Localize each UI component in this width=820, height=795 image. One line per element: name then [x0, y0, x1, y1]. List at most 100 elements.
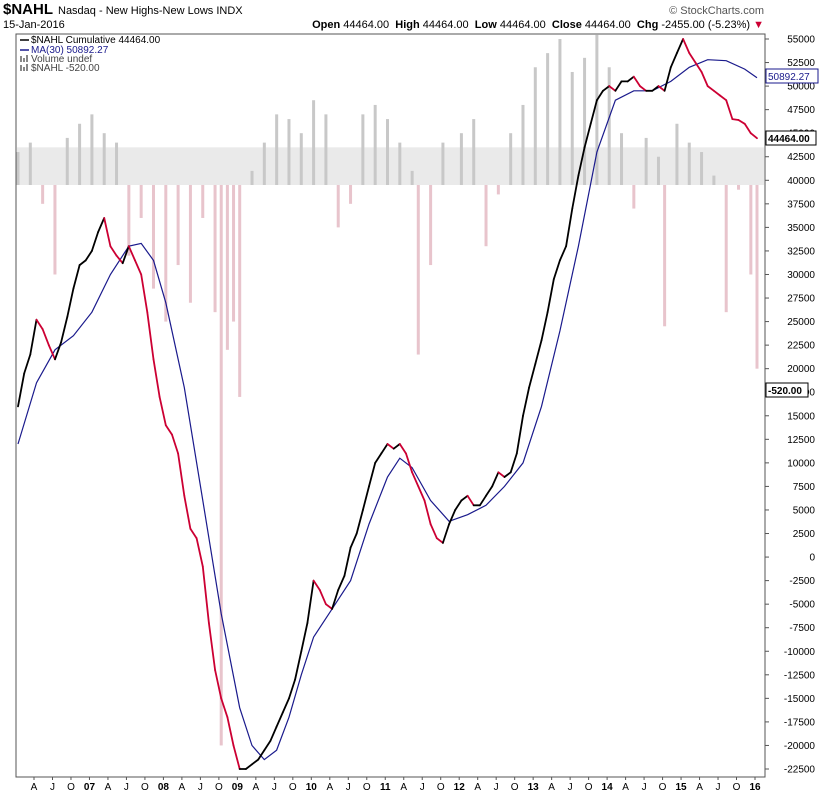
- cumulative-line-segment: [171, 433, 180, 455]
- cumulative-line-segment: [361, 485, 370, 511]
- y-tick-label: 42500: [787, 152, 815, 163]
- cumulative-line-segment: [140, 273, 149, 314]
- plot-frame: [15, 33, 766, 778]
- cumulative-line-segment: [257, 749, 266, 761]
- x-tick-label: 07: [84, 782, 96, 793]
- cumulative-line-segment: [528, 363, 537, 389]
- nahl-bar: [238, 185, 242, 397]
- cumulative-line-segment: [380, 443, 389, 455]
- nahl-bar: [336, 185, 340, 228]
- y-tick-label: 50000: [787, 82, 815, 93]
- cumulative-line-segment: [306, 579, 315, 624]
- y-tick-label: 15000: [787, 411, 815, 422]
- nahl-bar: [262, 142, 266, 185]
- nahl-bar: [570, 71, 574, 185]
- cumulative-line-segment: [503, 471, 512, 478]
- y-tick-label: 35000: [787, 223, 815, 234]
- cumulative-line-segment: [127, 245, 136, 262]
- cumulative-line-segment: [152, 358, 161, 398]
- cumulative-line-segment: [669, 52, 678, 69]
- nahl-bar: [724, 185, 728, 313]
- cumulative-line-segment: [737, 119, 746, 125]
- cumulative-line-segment: [146, 311, 155, 361]
- cumulative-line-segment: [269, 725, 278, 742]
- ma-value-tag: 50892.27: [765, 68, 819, 84]
- cumulative-line-segment: [423, 499, 432, 525]
- y-tick-label: 47500: [787, 105, 815, 116]
- cumulative-line-segment: [392, 443, 401, 450]
- x-tick-label: A: [326, 782, 333, 793]
- cumulative-line-segment: [713, 89, 721, 97]
- nahl-bars: [16, 34, 764, 746]
- nahl-bar: [533, 67, 537, 185]
- cumulative-line-segment: [226, 716, 235, 747]
- nahl-bar: [287, 119, 291, 185]
- nahl-bar: [188, 185, 192, 303]
- open-label: Open: [312, 19, 341, 31]
- cumulative-line-segment: [731, 118, 740, 121]
- cumulative-line-segment: [134, 259, 143, 276]
- close-value: 44464.00: [584, 19, 631, 31]
- cumulative-line-segment: [84, 249, 93, 262]
- y-tick-label: 10000: [787, 458, 815, 469]
- x-tick-label: 13: [528, 782, 540, 793]
- chart-header: $NAHL Nasdaq - New Highs-New Lows INDX 1…: [0, 0, 820, 34]
- nahl-bar: [102, 133, 106, 185]
- y-tick-label: 22500: [787, 341, 815, 352]
- x-tick-label: J: [494, 782, 499, 793]
- x-tick-label: A: [400, 782, 407, 793]
- nahl-bar: [312, 100, 316, 185]
- cumulative-line-segment: [485, 485, 494, 497]
- cumulative-line-segment: [300, 622, 309, 653]
- cumulative-line-segment: [534, 339, 543, 365]
- nahl-tag-text: -520.00: [768, 386, 802, 397]
- nahl-bar: [595, 34, 599, 186]
- cumulative-line-segment: [608, 85, 617, 92]
- y-tick-label: -22500: [784, 765, 816, 776]
- nahl-bar: [373, 104, 377, 185]
- cumulative-line-segment: [632, 75, 641, 87]
- cumulative-line-segment: [448, 509, 457, 525]
- y-tick-label: 12500: [787, 435, 815, 446]
- nahl-bar: [361, 114, 365, 185]
- cumulative-line-segment: [614, 80, 623, 92]
- volume-bars-icon: [20, 55, 28, 62]
- nahl-bar: [410, 170, 414, 185]
- high-value: 44464.00: [422, 19, 469, 31]
- cumulative-line-segment: [60, 315, 69, 344]
- cumulative-line-segment: [195, 537, 204, 568]
- nahl-bar: [583, 57, 587, 185]
- y-tick-label: -2500: [789, 576, 815, 587]
- watermark[interactable]: © StockCharts.com: [669, 5, 764, 17]
- ohlc-readout: Open 44464.00 High 44464.00 Low 44464.00…: [312, 19, 764, 31]
- cumulative-line-segment: [23, 353, 32, 375]
- y-tick-label: -7500: [789, 623, 815, 634]
- nahl-bar: [275, 114, 279, 185]
- y-tick-label: -5000: [789, 600, 815, 611]
- cumulative-line-segment: [343, 546, 352, 577]
- cumulative-line-segment: [454, 499, 463, 511]
- cumulative-line-segment: [466, 494, 475, 507]
- cumulative-line-segment: [491, 471, 500, 488]
- cumulative-line-segment: [694, 61, 703, 73]
- cumulative-line-segment: [232, 744, 241, 770]
- cumulative-line-segment: [214, 669, 223, 700]
- cumulative-line-segment: [41, 328, 50, 347]
- y-tick-label: 20000: [787, 364, 815, 375]
- x-tick-label: A: [548, 782, 555, 793]
- nahl-bar: [299, 133, 303, 185]
- nahl-bar: [127, 185, 131, 256]
- cumulative-line-segment: [177, 452, 186, 497]
- cumulative-line-segment: [78, 259, 87, 267]
- cumulative-line-segment: [275, 711, 284, 728]
- nahl-bar: [749, 185, 753, 275]
- nahl-bar: [115, 142, 119, 185]
- nahl-bar: [78, 123, 82, 185]
- x-tick-label: J: [346, 782, 351, 793]
- cumulative-line-segment: [429, 523, 438, 540]
- x-tick-label: J: [272, 782, 277, 793]
- nahl-value-tag: -520.00: [765, 382, 809, 398]
- cumulative-line-segment: [706, 85, 715, 92]
- x-tick-label: O: [733, 782, 741, 793]
- cumulative-line-segment: [368, 461, 377, 488]
